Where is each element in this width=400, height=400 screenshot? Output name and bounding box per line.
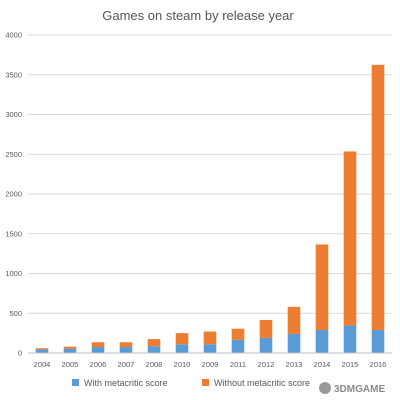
bar-with-metacritic-2006 — [91, 347, 105, 353]
legend-swatch-with-metacritic — [72, 379, 79, 386]
bar-with-metacritic-2005 — [63, 348, 77, 353]
y-tick-label: 4000 — [5, 31, 22, 40]
y-tick-label: 1000 — [5, 269, 22, 278]
watermark-text: 3DMGAME — [334, 384, 385, 395]
x-tick-label: 2016 — [370, 360, 387, 369]
bar-without-metacritic-2007 — [119, 342, 133, 348]
bar-without-metacritic-2016 — [371, 64, 385, 330]
y-tick-label: 2000 — [5, 190, 22, 199]
y-tick-label: 500 — [9, 309, 22, 318]
bar-with-metacritic-2013 — [287, 333, 301, 353]
x-tick-label: 2008 — [146, 360, 163, 369]
bar-without-metacritic-2010 — [175, 333, 189, 345]
chart-title: Games on steam by release year — [102, 8, 294, 23]
bar-with-metacritic-2011 — [231, 339, 245, 353]
bar-with-metacritic-2012 — [259, 337, 273, 353]
bar-with-metacritic-2007 — [119, 347, 133, 353]
bar-without-metacritic-2011 — [231, 328, 245, 340]
x-tick-label: 2006 — [90, 360, 107, 369]
x-tick-label: 2011 — [230, 360, 246, 369]
bar-with-metacritic-2009 — [203, 344, 217, 353]
bar-without-metacritic-2014 — [315, 244, 329, 330]
y-tick-label: 1500 — [5, 229, 22, 238]
legend-label-without-metacritic: Without metacritic score — [214, 378, 310, 388]
bar-without-metacritic-2006 — [91, 342, 105, 348]
x-tick-label: 2013 — [286, 360, 303, 369]
y-tick-label: 0 — [18, 349, 22, 358]
watermark-logo-icon — [319, 382, 331, 394]
bar-with-metacritic-2015 — [343, 325, 357, 353]
bar-with-metacritic-2014 — [315, 329, 329, 353]
bar-without-metacritic-2004 — [35, 348, 49, 350]
bars — [35, 64, 385, 353]
bar-without-metacritic-2013 — [287, 306, 301, 334]
y-axis-ticks: 0 500 1000 1500 2000 2500 3000 3500 4000 — [5, 31, 22, 358]
bar-without-metacritic-2009 — [203, 331, 217, 345]
bar-without-metacritic-2005 — [63, 346, 77, 349]
watermark: 3DMGAME — [319, 382, 385, 395]
x-tick-label: 2005 — [62, 360, 79, 369]
x-tick-label: 2015 — [342, 360, 359, 369]
x-tick-label: 2007 — [118, 360, 135, 369]
y-tick-label: 3000 — [5, 110, 22, 119]
legend: With metacritic score Without metacritic… — [72, 378, 310, 388]
x-tick-label: 2004 — [34, 360, 51, 369]
x-tick-label: 2012 — [258, 360, 275, 369]
y-tick-label: 2500 — [5, 150, 22, 159]
legend-label-with-metacritic: With metacritic score — [84, 378, 168, 388]
bar-with-metacritic-2008 — [147, 346, 161, 353]
bar-with-metacritic-2010 — [175, 344, 189, 353]
x-tick-label: 2009 — [202, 360, 219, 369]
x-tick-label: 2014 — [314, 360, 331, 369]
bar-with-metacritic-2016 — [371, 329, 385, 353]
bar-without-metacritic-2015 — [343, 151, 357, 326]
x-axis-ticks: 2004 2005 2006 2007 2008 2010 2009 2011 2012 2013… — [34, 360, 387, 369]
bar-with-metacritic-2004 — [35, 349, 49, 353]
bar-without-metacritic-2008 — [147, 339, 161, 347]
x-tick-label: 2010 — [174, 360, 191, 369]
grid-lines — [28, 34, 392, 314]
y-tick-label: 3500 — [5, 70, 22, 79]
legend-swatch-without-metacritic — [202, 379, 209, 386]
bar-without-metacritic-2012 — [259, 320, 273, 338]
